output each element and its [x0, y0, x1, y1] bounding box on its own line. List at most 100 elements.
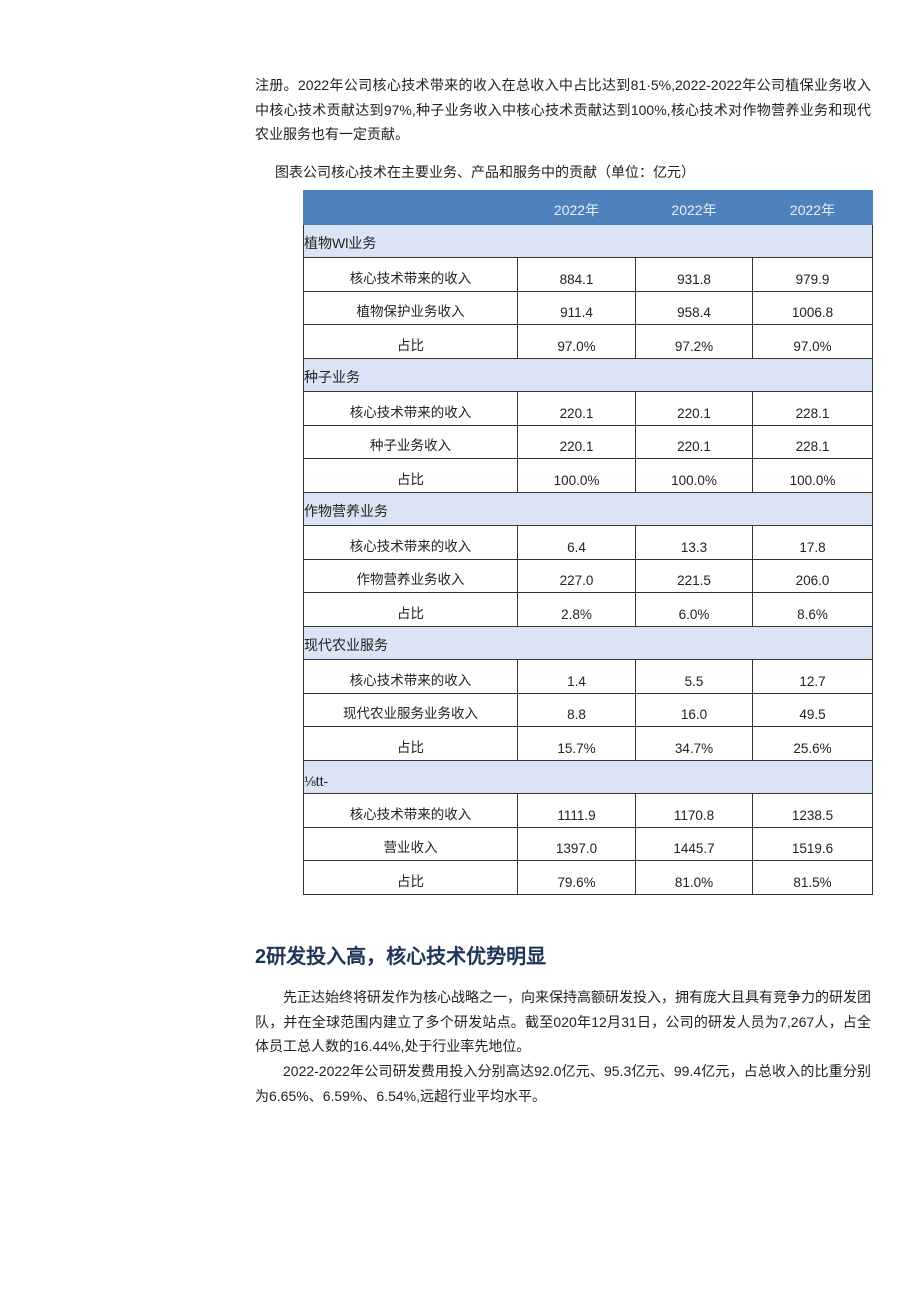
- data-row: 占比 15.7% 34.7% 25.6%: [303, 726, 873, 761]
- value-cell: 220.1: [635, 424, 753, 459]
- data-row: 现代农业服务业务收入 8.8 16.0 49.5: [303, 692, 873, 727]
- row-label: 核心技术带来的收入: [303, 793, 518, 828]
- value-cell: 100.0%: [517, 458, 636, 493]
- section-name: ⅛tt-: [303, 759, 518, 794]
- value-cell: 1.4: [517, 659, 636, 694]
- row-label: 核心技术带来的收入: [303, 525, 518, 560]
- section-cell: [517, 223, 636, 258]
- value-cell: 6.0%: [635, 592, 753, 627]
- section-heading: 2研发投入高，核心技术优势明显: [255, 946, 547, 968]
- row-label: 占比: [303, 324, 518, 359]
- value-cell: 97.0%: [517, 324, 636, 359]
- value-cell: 25.6%: [752, 726, 873, 761]
- value-cell: 979.9: [752, 257, 873, 292]
- value-cell: 100.0%: [752, 458, 873, 493]
- value-cell: 1519.6: [752, 826, 873, 861]
- value-cell: 221.5: [635, 558, 753, 593]
- data-row: 核心技术带来的收入 1111.9 1170.8 1238.5: [303, 793, 873, 828]
- value-cell: 100.0%: [635, 458, 753, 493]
- section-cell: [635, 491, 753, 526]
- value-cell: 34.7%: [635, 726, 753, 761]
- value-cell: 81.0%: [635, 860, 753, 895]
- data-row: 核心技术带来的收入 884.1 931.8 979.9: [303, 257, 873, 292]
- value-cell: 220.1: [517, 391, 636, 426]
- section-name: 现代农业服务: [303, 625, 518, 660]
- value-cell: 5.5: [635, 659, 753, 694]
- row-label: 占比: [303, 592, 518, 627]
- row-label: 核心技术带来的收入: [303, 659, 518, 694]
- value-cell: 220.1: [517, 424, 636, 459]
- section-row: 作物营养业务: [303, 491, 873, 526]
- row-label: 种子业务收入: [303, 424, 518, 459]
- section-cell: [752, 491, 873, 526]
- row-label: 占比: [303, 458, 518, 493]
- section-cell: [635, 223, 753, 258]
- header-cell: [303, 190, 518, 225]
- data-row: 核心技术带来的收入 6.4 13.3 17.8: [303, 525, 873, 560]
- data-row: 核心技术带来的收入 220.1 220.1 228.1: [303, 391, 873, 426]
- header-cell: 2022年: [517, 190, 636, 225]
- value-cell: 206.0: [752, 558, 873, 593]
- contribution-table: 2022年 2022年 2022年 植物Wl业务 核心技术带来的收入 884.1 931.8…: [303, 190, 873, 895]
- value-cell: 2.8%: [517, 592, 636, 627]
- value-cell: 1006.8: [752, 290, 873, 325]
- value-cell: 49.5: [752, 692, 873, 727]
- value-cell: 884.1: [517, 257, 636, 292]
- data-row: 植物保护业务收入 911.4 958.4 1006.8: [303, 290, 873, 325]
- value-cell: 12.7: [752, 659, 873, 694]
- row-label: 占比: [303, 726, 518, 761]
- value-cell: 1445.7: [635, 826, 753, 861]
- section-cell: [517, 759, 636, 794]
- value-cell: 228.1: [752, 424, 873, 459]
- data-row: 核心技术带来的收入 1.4 5.5 12.7: [303, 659, 873, 694]
- section-cell: [635, 759, 753, 794]
- value-cell: 1397.0: [517, 826, 636, 861]
- data-row: 占比 100.0% 100.0% 100.0%: [303, 458, 873, 493]
- value-cell: 911.4: [517, 290, 636, 325]
- value-cell: 97.0%: [752, 324, 873, 359]
- section-cell: [752, 223, 873, 258]
- row-label: 现代农业服务业务收入: [303, 692, 518, 727]
- value-cell: 1238.5: [752, 793, 873, 828]
- section-cell: [752, 625, 873, 660]
- value-cell: 17.8: [752, 525, 873, 560]
- value-cell: 15.7%: [517, 726, 636, 761]
- row-label: 营业收入: [303, 826, 518, 861]
- row-label: 核心技术带来的收入: [303, 257, 518, 292]
- row-label: 核心技术带来的收入: [303, 391, 518, 426]
- data-row: 占比 97.0% 97.2% 97.0%: [303, 324, 873, 359]
- value-cell: 220.1: [635, 391, 753, 426]
- section-cell: [517, 625, 636, 660]
- table-caption: 图表公司核心技术在主要业务、产品和服务中的贡献（单位：亿元）: [275, 164, 695, 180]
- section-cell: [752, 357, 873, 392]
- section-row: 种子业务: [303, 357, 873, 392]
- value-cell: 97.2%: [635, 324, 753, 359]
- data-row: 占比 79.6% 81.0% 81.5%: [303, 860, 873, 895]
- value-cell: 81.5%: [752, 860, 873, 895]
- header-row: 2022年 2022年 2022年: [303, 190, 873, 225]
- header-cell: 2022年: [635, 190, 753, 225]
- section-row: 植物Wl业务: [303, 223, 873, 258]
- row-label: 作物营养业务收入: [303, 558, 518, 593]
- value-cell: 1111.9: [517, 793, 636, 828]
- paragraph: 2022-2022年公司研发费用投入分别高达92.0亿元、95.3亿元、99.4…: [255, 1063, 871, 1104]
- value-cell: 931.8: [635, 257, 753, 292]
- data-row: 种子业务收入 220.1 220.1 228.1: [303, 424, 873, 459]
- section-cell: [635, 357, 753, 392]
- row-label: 占比: [303, 860, 518, 895]
- header-cell: 2022年: [752, 190, 873, 225]
- data-row: 营业收入 1397.0 1445.7 1519.6: [303, 826, 873, 861]
- value-cell: 1170.8: [635, 793, 753, 828]
- section-cell: [635, 625, 753, 660]
- paragraph: 先正达始终将研发作为核心战略之一，向来保持高额研发投入，拥有庞大且具有竞争力的研…: [255, 989, 871, 1055]
- section-row: ⅛tt-: [303, 759, 873, 794]
- section-row: 现代农业服务: [303, 625, 873, 660]
- value-cell: 79.6%: [517, 860, 636, 895]
- value-cell: 958.4: [635, 290, 753, 325]
- row-label: 植物保护业务收入: [303, 290, 518, 325]
- value-cell: 13.3: [635, 525, 753, 560]
- section-cell: [517, 357, 636, 392]
- section-name: 植物Wl业务: [303, 223, 518, 258]
- data-row: 作物营养业务收入 227.0 221.5 206.0: [303, 558, 873, 593]
